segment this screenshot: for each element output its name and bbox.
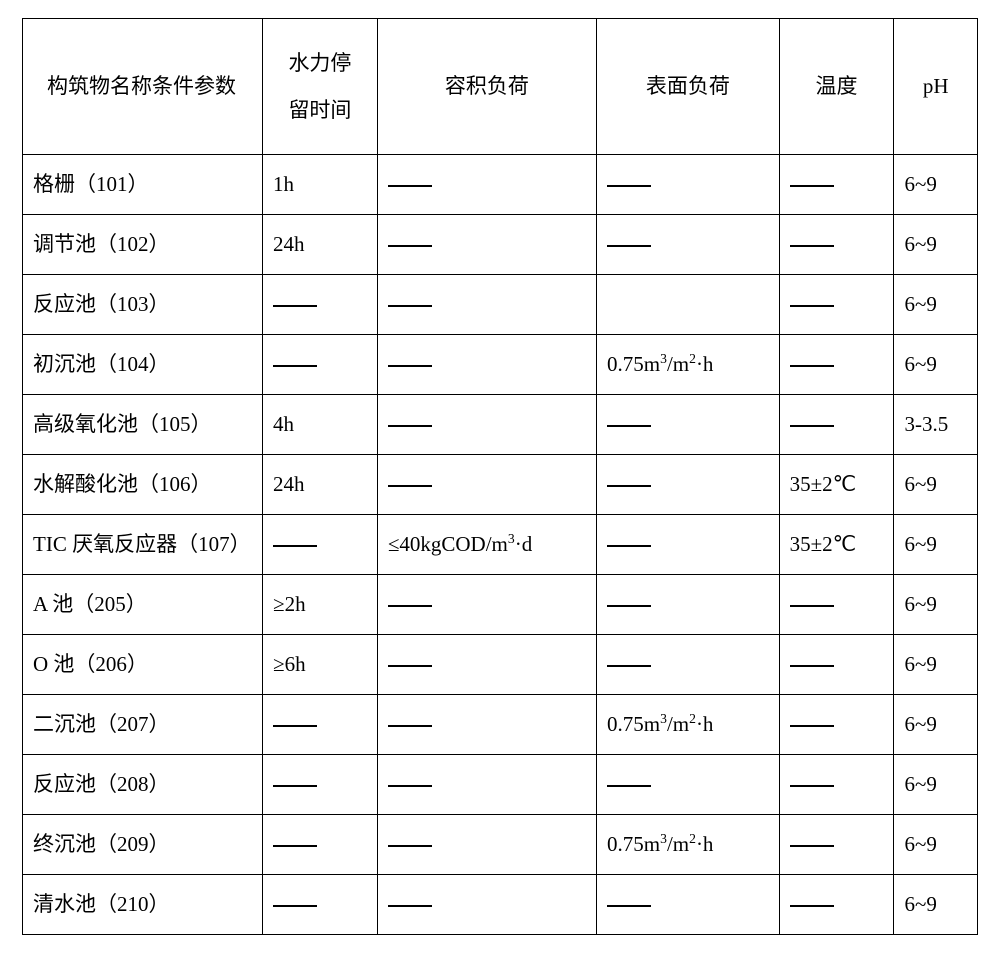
table-cell: 二沉池（207）	[23, 695, 263, 755]
col-name: 构筑物名称条件参数	[23, 19, 263, 155]
table-cell: 0.75m3/m2·h	[597, 695, 780, 755]
table-cell	[263, 875, 378, 935]
table-cell: 6~9	[894, 215, 978, 275]
table-cell: 24h	[263, 455, 378, 515]
table-cell	[377, 155, 596, 215]
table-cell: 0.75m3/m2·h	[597, 815, 780, 875]
table-cell: 6~9	[894, 635, 978, 695]
table-cell	[779, 395, 894, 455]
table-cell: 水解酸化池（106）	[23, 455, 263, 515]
table-cell: 6~9	[894, 815, 978, 875]
table-cell	[377, 215, 596, 275]
table-cell	[597, 395, 780, 455]
table-cell: 高级氧化池（105）	[23, 395, 263, 455]
table-cell	[377, 815, 596, 875]
table-cell: 初沉池（104）	[23, 335, 263, 395]
table-cell	[597, 875, 780, 935]
table-cell: 反应池（103）	[23, 275, 263, 335]
table-row: TIC 厌氧反应器（107） ≤40kgCOD/m3·d 35±2℃6~9	[23, 515, 978, 575]
table-cell: 35±2℃	[779, 515, 894, 575]
table-cell	[263, 815, 378, 875]
table-cell	[779, 215, 894, 275]
table-cell: A 池（205）	[23, 575, 263, 635]
table-cell: 反应池（208）	[23, 755, 263, 815]
table-row: 终沉池（209） 0.75m3/m2·h 6~9	[23, 815, 978, 875]
parameters-table: 构筑物名称条件参数 水力停留时间 容积负荷 表面负荷 温度 pH 格栅（101）…	[22, 18, 978, 935]
table-cell	[779, 635, 894, 695]
table-row: 清水池（210） 6~9	[23, 875, 978, 935]
table-cell	[377, 275, 596, 335]
table-cell: 6~9	[894, 875, 978, 935]
col-temp: 温度	[779, 19, 894, 155]
table-cell	[597, 455, 780, 515]
table-cell	[779, 695, 894, 755]
table-cell: ≥2h	[263, 575, 378, 635]
table-cell	[263, 515, 378, 575]
col-hrt: 水力停留时间	[263, 19, 378, 155]
table-row: 高级氧化池（105）4h 3-3.5	[23, 395, 978, 455]
table-cell	[779, 155, 894, 215]
table-row: 二沉池（207） 0.75m3/m2·h 6~9	[23, 695, 978, 755]
table-cell	[779, 755, 894, 815]
table-cell	[779, 275, 894, 335]
col-surf: 表面负荷	[597, 19, 780, 155]
table-row: O 池（206）≥6h 6~9	[23, 635, 978, 695]
table-cell	[263, 695, 378, 755]
table-cell: 35±2℃	[779, 455, 894, 515]
table-cell	[597, 635, 780, 695]
table-cell: TIC 厌氧反应器（107）	[23, 515, 263, 575]
table-cell	[779, 335, 894, 395]
table-cell	[377, 635, 596, 695]
col-vol: 容积负荷	[377, 19, 596, 155]
table-row: 反应池（208） 6~9	[23, 755, 978, 815]
table-cell	[779, 875, 894, 935]
table-cell: 6~9	[894, 155, 978, 215]
table-row: 反应池（103） 6~9	[23, 275, 978, 335]
table-cell	[597, 215, 780, 275]
col-ph: pH	[894, 19, 978, 155]
table-cell: 4h	[263, 395, 378, 455]
table-header-row: 构筑物名称条件参数 水力停留时间 容积负荷 表面负荷 温度 pH	[23, 19, 978, 155]
table-cell	[597, 575, 780, 635]
table-cell	[377, 455, 596, 515]
table-row: 格栅（101）1h 6~9	[23, 155, 978, 215]
table-row: 初沉池（104） 0.75m3/m2·h 6~9	[23, 335, 978, 395]
table-cell	[779, 815, 894, 875]
table-cell: ≤40kgCOD/m3·d	[377, 515, 596, 575]
table-cell: 3-3.5	[894, 395, 978, 455]
table-cell: 1h	[263, 155, 378, 215]
table-cell: O 池（206）	[23, 635, 263, 695]
table-cell: ≥6h	[263, 635, 378, 695]
table-cell: 清水池（210）	[23, 875, 263, 935]
table-cell: 6~9	[894, 575, 978, 635]
table-row: 水解酸化池（106）24h 35±2℃6~9	[23, 455, 978, 515]
table-cell: 24h	[263, 215, 378, 275]
table-cell: 0.75m3/m2·h	[597, 335, 780, 395]
table-cell	[377, 575, 596, 635]
table-cell: 6~9	[894, 275, 978, 335]
table-cell	[263, 335, 378, 395]
table-cell	[597, 755, 780, 815]
table-cell	[377, 755, 596, 815]
table-cell	[263, 275, 378, 335]
table-cell	[597, 155, 780, 215]
table-cell: 终沉池（209）	[23, 815, 263, 875]
table-cell	[263, 755, 378, 815]
table-cell: 格栅（101）	[23, 155, 263, 215]
table-cell: 6~9	[894, 335, 978, 395]
table-cell: 6~9	[894, 695, 978, 755]
table-cell	[377, 395, 596, 455]
table-cell: 6~9	[894, 455, 978, 515]
table-cell	[377, 695, 596, 755]
table-cell: 6~9	[894, 515, 978, 575]
table-cell	[597, 275, 780, 335]
table-cell	[779, 575, 894, 635]
table-cell: 6~9	[894, 755, 978, 815]
table-cell	[377, 875, 596, 935]
table-row: 调节池（102）24h 6~9	[23, 215, 978, 275]
table-row: A 池（205）≥2h 6~9	[23, 575, 978, 635]
table-cell: 调节池（102）	[23, 215, 263, 275]
table-cell	[597, 515, 780, 575]
table-cell	[377, 335, 596, 395]
